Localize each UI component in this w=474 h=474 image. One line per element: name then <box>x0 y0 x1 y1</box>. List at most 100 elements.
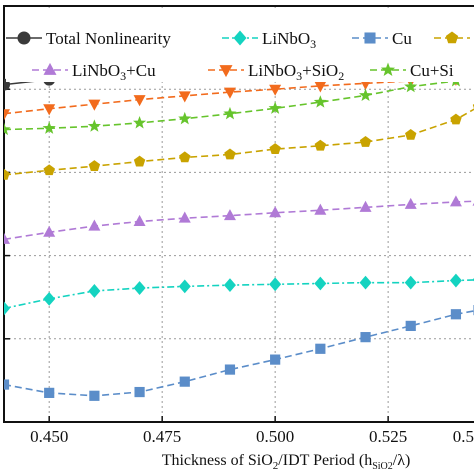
data-point <box>179 151 191 163</box>
data-point <box>314 139 327 151</box>
x-axis-label-end: /λ) <box>393 452 411 469</box>
legend-label-part: Cu+Si <box>410 61 454 80</box>
grid-lines <box>4 6 474 422</box>
data-point <box>133 116 147 129</box>
data-point <box>88 99 101 111</box>
series-line <box>4 310 474 397</box>
legend-label: LiNbO3+Cu <box>72 61 156 83</box>
data-point <box>269 84 282 96</box>
legend-marker <box>364 32 376 44</box>
data-point <box>88 160 101 172</box>
data-point <box>269 143 281 154</box>
data-point <box>224 364 236 375</box>
data-point <box>43 104 56 116</box>
x-tick-label: 0.450 <box>30 427 68 446</box>
data-point <box>178 111 192 125</box>
legend-label-sub: 2 <box>338 69 344 83</box>
legend-entry: LiNbO3 <box>222 29 316 51</box>
data-point <box>269 206 282 218</box>
data-point <box>178 91 191 103</box>
x-tick-label: 0.525 <box>369 427 407 446</box>
legend-marker <box>43 62 57 75</box>
x-axis-label-sub2: SiO2 <box>372 461 393 472</box>
legend-marker <box>17 31 31 45</box>
data-point <box>4 168 10 180</box>
data-point <box>404 79 418 93</box>
series-line <box>4 200 474 241</box>
legend-label-part: Total Nonlinearity <box>46 29 171 48</box>
data-point <box>178 279 191 294</box>
data-point <box>42 121 56 134</box>
data-point <box>88 284 101 298</box>
data-point <box>178 211 191 223</box>
data-point <box>43 164 55 176</box>
data-point <box>44 387 55 398</box>
x-tick-label: 0.5 <box>453 427 474 446</box>
legend-label: Cu+Si <box>410 61 454 80</box>
data-point <box>89 390 100 401</box>
data-point <box>359 275 372 290</box>
legend-entry: Total Nonlinearity <box>6 29 171 48</box>
data-point <box>4 379 10 390</box>
legend-entry: LiNbO3+Cu <box>32 61 156 83</box>
legend-marker <box>219 65 233 78</box>
x-tick-label: 0.475 <box>143 427 181 446</box>
legend-marker <box>445 31 459 44</box>
series-linbo3 <box>4 273 474 316</box>
x-axis-label-sub1: 2 <box>273 460 279 472</box>
data-point <box>133 214 146 226</box>
legend-label-part: LiNbO <box>248 61 296 80</box>
data-point <box>4 109 10 121</box>
data-point <box>449 195 462 207</box>
series-line <box>4 78 474 115</box>
legend-label-sub: 3 <box>296 69 302 83</box>
data-point <box>223 278 236 293</box>
series-line <box>4 108 474 176</box>
data-point <box>449 273 462 288</box>
data-point <box>223 209 236 221</box>
data-point <box>314 81 327 93</box>
legend-entry: LiNbO3+SiO2 <box>208 61 344 83</box>
legend-marker <box>380 62 396 77</box>
data-point <box>87 119 101 132</box>
legend-label: LiNbO3 <box>262 29 316 51</box>
data-point <box>223 106 237 120</box>
data-point <box>313 95 327 108</box>
data-point <box>314 276 327 291</box>
legend-label: Cu <box>392 29 412 48</box>
legend-entry: Cu+Si <box>370 61 454 80</box>
data-point <box>223 87 236 99</box>
data-point <box>404 275 417 290</box>
legend-label-part: LiNbO <box>72 61 120 80</box>
legend-label: LiNbO3+SiO2 <box>248 61 344 83</box>
plot-frame <box>3 5 474 423</box>
legend-entry <box>434 31 470 44</box>
data-point <box>315 343 326 354</box>
data-point <box>133 281 146 295</box>
series-line <box>4 79 474 131</box>
data-point <box>4 301 10 316</box>
x-tick-label: 0.500 <box>256 427 294 446</box>
data-point <box>405 320 416 332</box>
data-point <box>450 309 462 320</box>
data-point <box>134 386 145 398</box>
legend-label: Total Nonlinearity <box>46 29 171 48</box>
x-axis-label-main: Thickness of SiO <box>162 452 273 469</box>
legend-label-part: Cu <box>392 29 412 48</box>
data-point <box>179 376 190 387</box>
data-point <box>43 225 56 237</box>
legend-marker <box>233 30 247 46</box>
series-line <box>4 279 474 310</box>
x-axis-label: Thickness of SiO2/IDT Period (hSiO2/λ) <box>162 452 411 472</box>
legend-label-part: +SiO <box>302 61 338 80</box>
data-point <box>88 219 101 231</box>
data-point <box>404 197 417 209</box>
legend-entry: Cu <box>352 29 412 48</box>
data-point <box>133 95 146 107</box>
data-point <box>4 122 11 136</box>
data-point <box>269 277 282 292</box>
series-linbo3-cu <box>4 195 474 244</box>
data-point <box>270 354 281 365</box>
data-point <box>268 101 282 114</box>
